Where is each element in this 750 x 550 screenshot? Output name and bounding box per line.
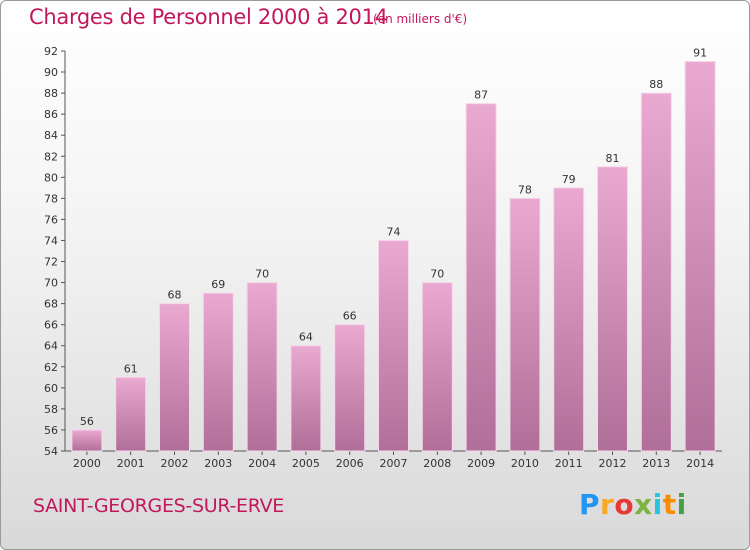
bar-2010 bbox=[509, 197, 541, 452]
y-tick-label: 58 bbox=[44, 403, 58, 416]
y-tick-label: 92 bbox=[44, 45, 58, 58]
bar-2001 bbox=[115, 376, 147, 452]
y-tick-label: 82 bbox=[44, 150, 58, 163]
bar-2014 bbox=[684, 61, 716, 452]
value-label: 69 bbox=[211, 278, 225, 291]
bar-2013 bbox=[640, 92, 672, 452]
x-tick-label: 2004 bbox=[248, 457, 276, 470]
value-label: 70 bbox=[255, 268, 269, 281]
bar-2002 bbox=[159, 303, 190, 452]
value-label: 88 bbox=[649, 78, 663, 91]
y-tick-label: 84 bbox=[44, 129, 58, 142]
bar-2007 bbox=[378, 239, 409, 452]
value-label: 78 bbox=[518, 183, 532, 196]
y-tick-label: 60 bbox=[44, 382, 58, 395]
y-tick-label: 86 bbox=[44, 108, 58, 121]
y-tick-label: 68 bbox=[44, 298, 58, 311]
bar-2011 bbox=[553, 187, 585, 452]
y-tick-label: 64 bbox=[44, 340, 58, 353]
x-tick-label: 2002 bbox=[161, 457, 189, 470]
x-tick-label: 2014 bbox=[686, 457, 714, 470]
bar-2003 bbox=[202, 292, 234, 452]
x-tick-label: 2011 bbox=[555, 457, 583, 470]
value-label: 64 bbox=[299, 331, 313, 344]
bar-2008 bbox=[421, 282, 453, 452]
y-tick-label: 78 bbox=[44, 192, 58, 205]
bar-2004 bbox=[246, 282, 278, 452]
y-tick-label: 66 bbox=[44, 319, 58, 332]
x-tick-label: 2000 bbox=[73, 457, 101, 470]
commune-name: SAINT-GEORGES-SUR-ERVE bbox=[33, 495, 284, 517]
value-label: 87 bbox=[474, 89, 488, 102]
x-tick-label: 2007 bbox=[380, 457, 408, 470]
value-label: 81 bbox=[606, 152, 620, 165]
x-tick-label: 2008 bbox=[423, 457, 451, 470]
value-label: 61 bbox=[124, 362, 138, 375]
value-label: 91 bbox=[693, 47, 707, 60]
x-tick-label: 2003 bbox=[204, 457, 232, 470]
bar-2005 bbox=[290, 345, 322, 452]
value-label: 66 bbox=[343, 310, 357, 323]
proxiti-logo: Proxiti bbox=[579, 488, 687, 521]
y-tick-label: 56 bbox=[44, 424, 58, 437]
y-tick-label: 76 bbox=[44, 213, 58, 226]
bar-2000 bbox=[71, 429, 103, 452]
x-tick-label: 2009 bbox=[467, 457, 495, 470]
x-tick-label: 2006 bbox=[336, 457, 364, 470]
value-label: 79 bbox=[562, 173, 576, 186]
chart-subtitle: (en milliers d'€) bbox=[373, 12, 468, 26]
x-tick-label: 2005 bbox=[292, 457, 320, 470]
y-tick-label: 88 bbox=[44, 87, 58, 100]
y-tick-label: 62 bbox=[44, 361, 58, 374]
y-tick-label: 72 bbox=[44, 256, 58, 269]
y-tick-label: 74 bbox=[44, 234, 58, 247]
y-tick-label: 80 bbox=[44, 171, 58, 184]
y-tick-label: 70 bbox=[44, 277, 58, 290]
x-tick-label: 2013 bbox=[642, 457, 670, 470]
bar-2012 bbox=[597, 166, 628, 452]
x-tick-label: 2012 bbox=[599, 457, 627, 470]
value-label: 70 bbox=[430, 268, 444, 281]
value-label: 56 bbox=[80, 415, 94, 428]
x-tick-label: 2001 bbox=[117, 457, 145, 470]
value-label: 68 bbox=[168, 289, 182, 302]
y-tick-label: 54 bbox=[44, 445, 58, 458]
bar-2009 bbox=[465, 103, 497, 452]
value-label: 74 bbox=[387, 225, 401, 238]
bar-2006 bbox=[334, 324, 366, 452]
chart-title: Charges de Personnel 2000 à 2014 bbox=[29, 5, 388, 29]
x-tick-label: 2010 bbox=[511, 457, 539, 470]
y-tick-label: 90 bbox=[44, 66, 58, 79]
